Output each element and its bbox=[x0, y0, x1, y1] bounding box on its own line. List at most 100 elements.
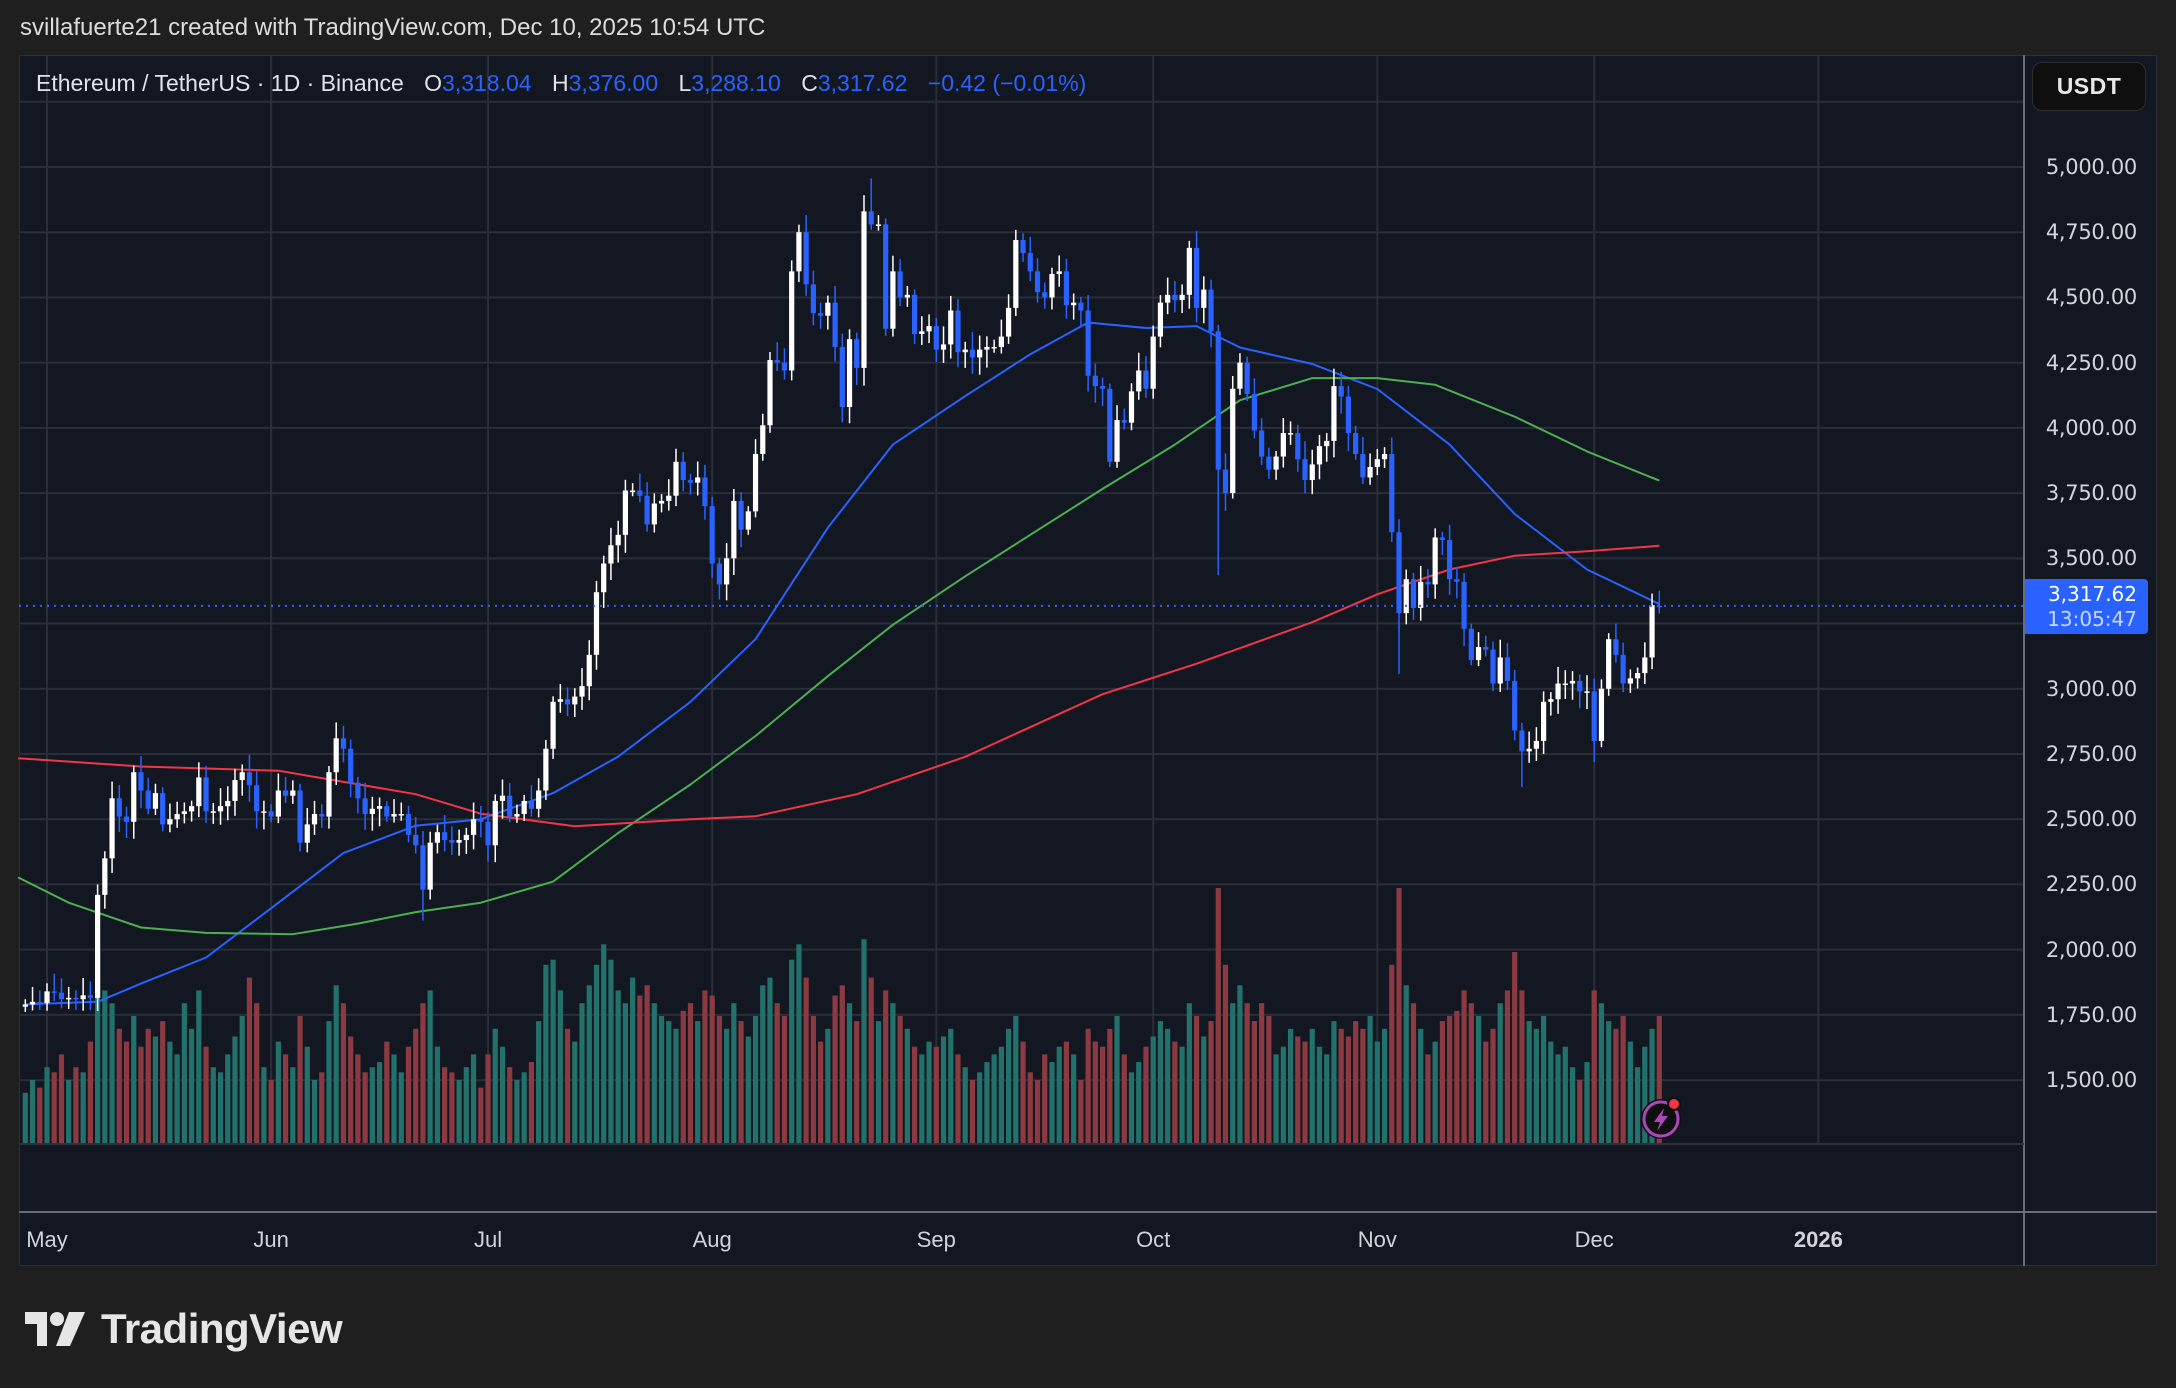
candle-body bbox=[1005, 307, 1012, 337]
candle-body bbox=[282, 790, 289, 796]
candle-body bbox=[123, 816, 130, 822]
candle-body bbox=[724, 558, 730, 585]
volume-bar bbox=[463, 1067, 469, 1144]
volume-bar bbox=[1526, 1021, 1532, 1144]
volume-bar bbox=[1475, 1016, 1482, 1144]
price-tick-label: 3,750.00 bbox=[2045, 481, 2137, 506]
candle-body bbox=[521, 800, 527, 814]
volume-bar bbox=[369, 1067, 375, 1144]
currency-button[interactable]: USDT bbox=[2032, 62, 2146, 111]
alert-lightning-icon[interactable] bbox=[1641, 1097, 1681, 1139]
volume-bar bbox=[22, 1092, 28, 1144]
volume-bar bbox=[709, 995, 715, 1144]
candle-body bbox=[1504, 657, 1511, 681]
candle-body bbox=[890, 271, 896, 329]
candle-body bbox=[427, 842, 433, 890]
volume-bar bbox=[492, 1028, 498, 1144]
candle-body bbox=[1078, 302, 1084, 311]
candle-body bbox=[1121, 420, 1127, 423]
volume-bar bbox=[1027, 1072, 1033, 1144]
candle-body bbox=[1577, 680, 1583, 692]
volume-bar bbox=[1150, 1036, 1156, 1144]
volume-bar bbox=[579, 1003, 585, 1144]
volume-bar bbox=[398, 1072, 404, 1144]
candle-body bbox=[369, 808, 375, 814]
volume-bar bbox=[883, 990, 889, 1144]
candle-body bbox=[109, 798, 115, 859]
volume-bar bbox=[1186, 1003, 1192, 1144]
volume-bar bbox=[803, 977, 809, 1144]
volume-bar bbox=[232, 1036, 238, 1144]
price-tick-label: 4,250.00 bbox=[2045, 350, 2137, 375]
candle-body bbox=[145, 790, 151, 809]
volume-bar bbox=[1533, 1028, 1539, 1144]
volume-bar bbox=[752, 1016, 759, 1144]
volume-bar bbox=[543, 964, 549, 1144]
candle-body bbox=[767, 360, 773, 426]
candle-body bbox=[644, 495, 650, 525]
candle-body bbox=[1316, 446, 1323, 465]
candle-body bbox=[348, 748, 354, 783]
candle-body bbox=[1063, 271, 1070, 306]
candle-body bbox=[1027, 253, 1033, 272]
candle-body bbox=[1345, 396, 1351, 434]
candle-body bbox=[912, 294, 918, 334]
candle-body bbox=[1338, 386, 1344, 397]
price-tick-label: 4,500.00 bbox=[2045, 285, 2137, 310]
volume-bar bbox=[181, 1003, 187, 1144]
candle-body bbox=[37, 1001, 43, 1004]
volume-bar bbox=[1649, 1028, 1655, 1144]
candle-body bbox=[1548, 699, 1554, 702]
close-label: C bbox=[801, 70, 818, 96]
volume-bar bbox=[854, 1021, 860, 1144]
candle-body bbox=[73, 997, 79, 1000]
candle-body bbox=[1613, 639, 1619, 655]
candle-body bbox=[196, 777, 202, 807]
candle-body bbox=[1598, 688, 1605, 741]
candle-body bbox=[58, 992, 65, 1000]
volume-bar bbox=[890, 1003, 896, 1144]
volume-bar bbox=[73, 1067, 79, 1144]
candle-body bbox=[1490, 649, 1496, 684]
candle-body bbox=[66, 997, 72, 1000]
volume-bar bbox=[1562, 1046, 1568, 1144]
volume-bar bbox=[116, 1028, 122, 1144]
volume-bar bbox=[1620, 1016, 1626, 1144]
symbol-title[interactable]: Ethereum / TetherUS · 1D · Binance bbox=[36, 70, 404, 96]
candle-body bbox=[485, 821, 491, 846]
volume-bar bbox=[832, 995, 838, 1144]
volume-bar bbox=[1092, 1041, 1098, 1144]
volume-bar bbox=[593, 964, 600, 1144]
candle-body bbox=[290, 790, 296, 796]
price-tick-label: 1,750.00 bbox=[2045, 1002, 2137, 1027]
volume-bar bbox=[897, 1016, 903, 1144]
volume-bar bbox=[912, 1046, 918, 1144]
moving-average-line bbox=[18, 544, 1660, 828]
candle-body bbox=[579, 686, 585, 697]
change-value: −0.42 (−0.01%) bbox=[927, 70, 1087, 96]
volume-bar bbox=[702, 990, 708, 1144]
candle-body bbox=[29, 1001, 36, 1005]
candle-body bbox=[1461, 581, 1467, 629]
volume-bar bbox=[174, 1054, 180, 1144]
volume-bar bbox=[87, 1041, 93, 1144]
volume-bar bbox=[1425, 1054, 1431, 1144]
candle-body bbox=[181, 811, 187, 814]
volume-bar bbox=[261, 1067, 267, 1144]
volume-bar bbox=[1005, 1028, 1012, 1144]
volume-bar bbox=[478, 1087, 484, 1144]
price-tick-label: 3,000.00 bbox=[2045, 676, 2137, 701]
candle-body bbox=[1569, 680, 1576, 684]
volume-bar bbox=[1280, 1046, 1286, 1144]
candle-body bbox=[1128, 391, 1135, 423]
volume-bar bbox=[666, 1021, 672, 1144]
candle-body bbox=[543, 748, 549, 791]
candle-body bbox=[991, 347, 997, 349]
volume-bar bbox=[131, 1016, 137, 1144]
volume-bar bbox=[196, 990, 202, 1144]
volume-bar bbox=[391, 1054, 397, 1144]
volume-bar bbox=[760, 985, 766, 1144]
volume-bar bbox=[796, 944, 802, 1144]
candle-body bbox=[1259, 430, 1265, 457]
